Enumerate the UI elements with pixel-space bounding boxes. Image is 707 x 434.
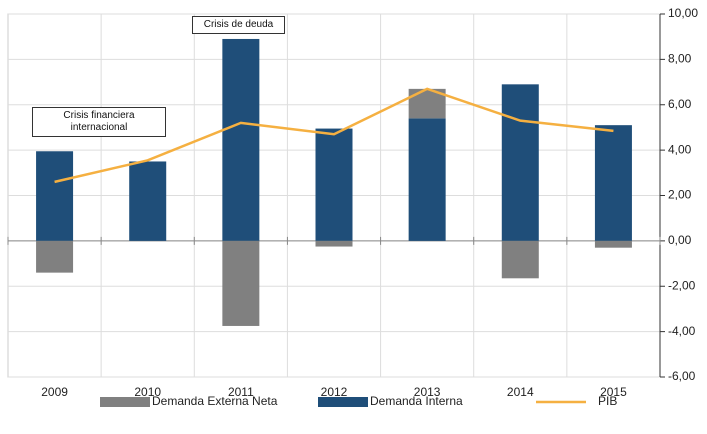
bar (501, 84, 539, 241)
y-tick-label: -4,00 (668, 324, 696, 338)
y-tick-label: 2,00 (668, 188, 692, 202)
x-tick-label: 2009 (41, 385, 68, 399)
y-tick-label: -6,00 (668, 369, 696, 383)
legend-label: Demanda Interna (370, 394, 463, 408)
y-tick-label: 0,00 (668, 233, 692, 247)
y-tick-label: 4,00 (668, 142, 692, 156)
y-tick-label: 8,00 (668, 52, 692, 66)
legend-swatch (100, 397, 150, 407)
bar (129, 161, 167, 241)
x-tick-label: 2015 (600, 385, 627, 399)
y-tick-label: -2,00 (668, 278, 696, 292)
x-tick-label: 2010 (134, 385, 161, 399)
legend-label: Demanda Externa Neta (152, 394, 278, 408)
legend-label: PIB (598, 394, 617, 408)
x-tick-label: 2012 (321, 385, 348, 399)
x-tick-label: 2011 (228, 385, 254, 399)
x-tick-label: 2013 (414, 385, 441, 399)
legend-swatch (318, 397, 368, 407)
bar (315, 128, 353, 241)
bar (36, 240, 74, 273)
bar (501, 240, 539, 279)
bar (222, 38, 260, 241)
annotation: Crisis de deuda (192, 16, 285, 34)
bar (594, 240, 632, 248)
bar (315, 240, 353, 247)
bar (222, 240, 260, 326)
line (54, 87, 614, 184)
y-tick-label: 10,00 (668, 6, 698, 20)
bar (36, 151, 74, 241)
bar (594, 125, 632, 241)
bar (408, 118, 446, 241)
y-tick-label: 6,00 (668, 97, 692, 111)
x-tick-label: 2014 (507, 385, 534, 399)
annotation: Crisis financiera internacional (32, 107, 166, 137)
